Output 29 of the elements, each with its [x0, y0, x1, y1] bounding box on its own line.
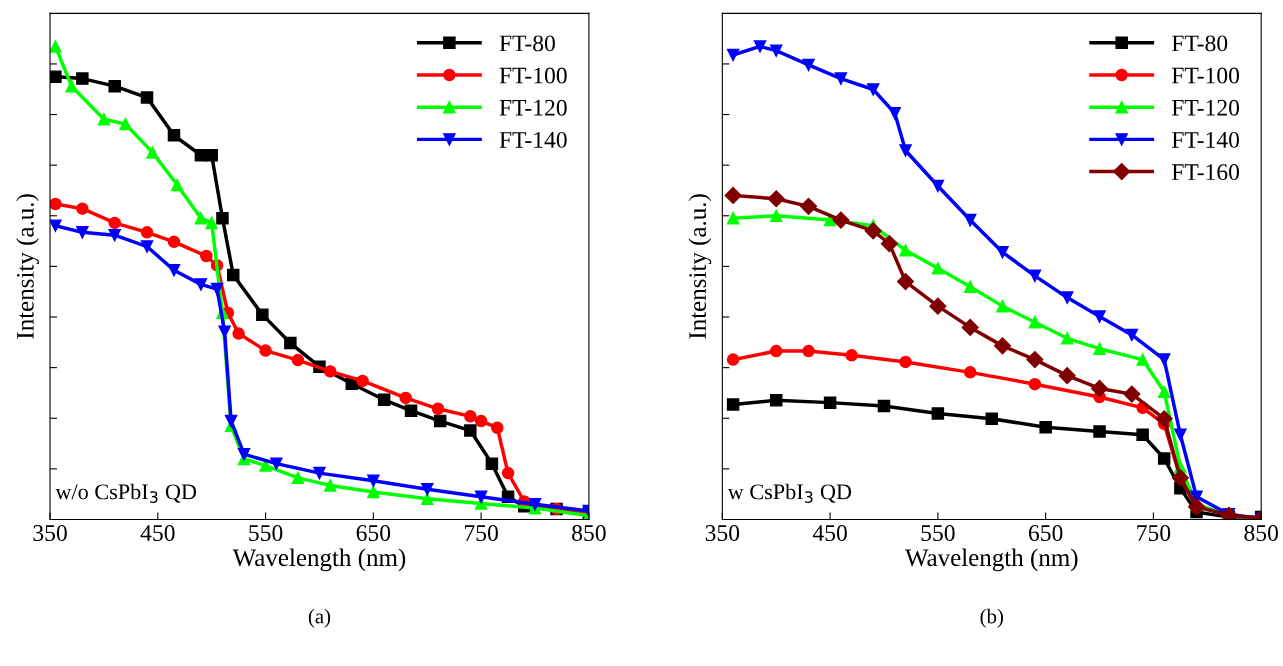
- x-tick-label: 850: [572, 525, 606, 541]
- legend-label: FT-100: [1171, 67, 1240, 84]
- x-tick-label: 750: [1137, 525, 1171, 541]
- x-tick-label: 650: [356, 525, 391, 541]
- legend-label: FT-140: [1171, 131, 1240, 148]
- x-tick-label: 350: [705, 525, 740, 541]
- x-tick-label: 850: [1244, 525, 1278, 541]
- x-tick-label: 550: [921, 525, 955, 541]
- x-tick-label: 650: [1028, 525, 1063, 541]
- x-tick-label: 750: [464, 525, 498, 541]
- x-axis-title: Wavelength (nm): [232, 548, 406, 572]
- x-tick-label: 350: [33, 525, 67, 541]
- legend-label: FT-80: [1171, 35, 1228, 52]
- y-axis-title: Intensity (a.u.): [688, 194, 712, 339]
- annotation: w/o CsPbI$_{3}$ QD: [55, 483, 197, 503]
- legend-label: FT-100: [499, 67, 567, 84]
- annotation: w CsPbI$_{3}$ QD: [727, 483, 852, 503]
- y-axis-title: Intensity (a.u.): [16, 194, 39, 339]
- x-tick-label: 450: [812, 525, 847, 541]
- text: (a): [308, 608, 331, 628]
- x-axis-title: Wavelength (nm): [904, 548, 1078, 572]
- legend-label: FT-120: [1171, 99, 1240, 116]
- x-tick-label: 450: [140, 525, 175, 541]
- legend-label: FT-80: [499, 35, 555, 52]
- legend-label: FT-120: [499, 99, 567, 116]
- x-tick-label: 550: [249, 525, 283, 541]
- legend-label: FT-140: [499, 131, 567, 148]
- text: (b): [980, 608, 1003, 628]
- legend-label: FT-160: [1171, 164, 1240, 181]
